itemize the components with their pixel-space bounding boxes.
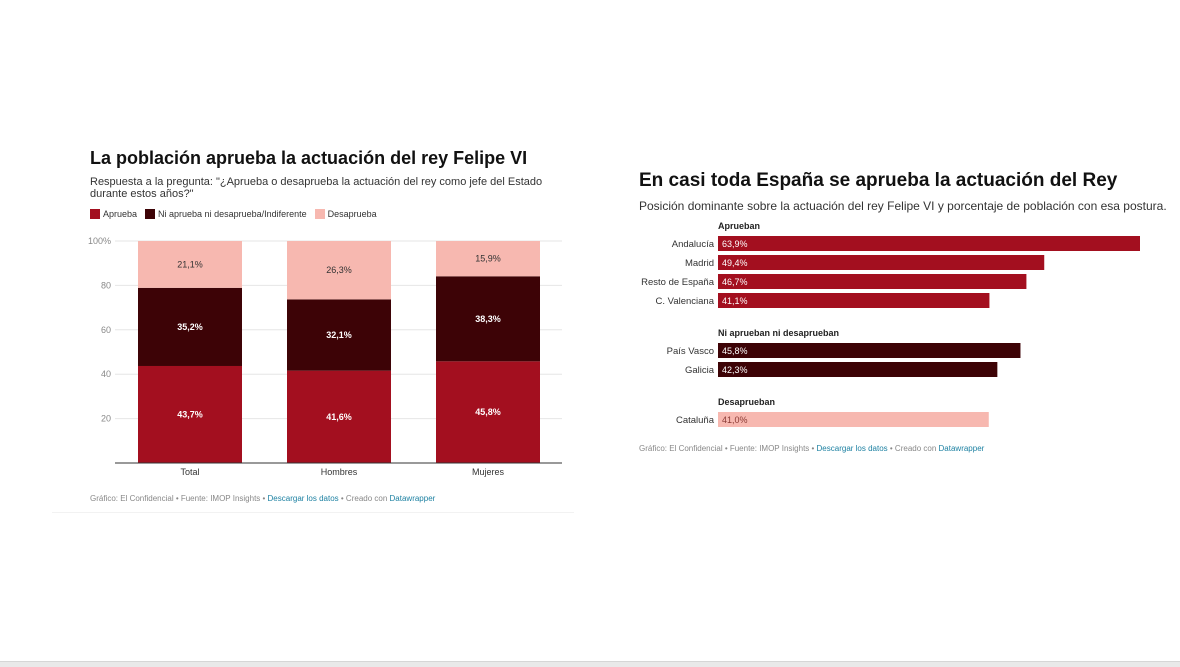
- bar: [718, 362, 998, 377]
- footer-source: Gráfico: El Confidencial • Fuente: IMOP …: [639, 444, 817, 453]
- region-label: Galicia: [685, 365, 715, 376]
- y-tick-label: 100%: [88, 236, 111, 246]
- region-label: Andalucía: [672, 239, 715, 250]
- bar-segment: [287, 370, 391, 463]
- right-chart-title: En casi toda España se aprueba la actuac…: [639, 170, 1118, 191]
- datawrapper-link[interactable]: Datawrapper: [938, 444, 985, 453]
- region-label: Cataluña: [676, 415, 715, 426]
- y-tick-label: 60: [101, 325, 111, 335]
- data-label: 15,9%: [475, 254, 501, 264]
- data-label: 38,3%: [475, 314, 501, 324]
- legend-item-indiferente: Ni aprueba ni desaprueba/Indiferente: [145, 209, 307, 219]
- stacked-bar-chart-panel: La población aprueba la actuación del re…: [52, 140, 574, 513]
- value-label: 41,0%: [722, 415, 748, 425]
- y-tick-label: 40: [101, 369, 111, 379]
- left-chart-subtitle: Respuesta a la pregunta: "¿Aprueba o des…: [90, 176, 543, 200]
- bottom-scroll-strip: [0, 661, 1180, 667]
- bar: [718, 343, 1021, 358]
- x-tick-label: Total: [180, 467, 199, 477]
- data-label: 26,3%: [326, 265, 352, 275]
- value-label: 63,9%: [722, 239, 748, 249]
- value-label: 49,4%: [722, 258, 748, 268]
- value-label: 41,1%: [722, 296, 748, 306]
- legend-label: Aprueba: [103, 209, 138, 219]
- stacked-bar-plot: 20 40 60 80 100% 43,7% 35,2% 21,1% Total 41,6% 32,…: [88, 236, 562, 477]
- data-label: 43,7%: [177, 409, 203, 419]
- legend-swatch-desaprueba: [314, 209, 325, 219]
- region-label: País Vasco: [667, 346, 714, 357]
- bar: [718, 236, 1140, 251]
- bar-segment: [138, 365, 242, 463]
- bar-segment: [138, 241, 242, 288]
- data-label: 45,8%: [475, 407, 501, 417]
- legend-label: Desaprueba: [327, 209, 377, 219]
- legend-item-desaprueba: Desaprueba: [314, 209, 377, 219]
- left-chart-footer: Gráfico: El Confidencial • Fuente: IMOP …: [90, 494, 435, 503]
- data-label: 35,2%: [177, 322, 203, 332]
- bar: [718, 274, 1027, 289]
- horizontal-bar-chart-panel: En casi toda España se aprueba la actuac…: [638, 168, 1167, 468]
- region-label: Resto de España: [641, 277, 715, 288]
- value-label: 45,8%: [722, 346, 748, 356]
- bar-segment: [138, 287, 242, 366]
- footer-created: • Creado con: [887, 444, 939, 453]
- y-tick-label: 20: [101, 414, 111, 424]
- group-header: Desaprueban: [718, 397, 775, 407]
- download-data-link[interactable]: Descargar los datos: [816, 444, 888, 453]
- legend-swatch-aprueba: [90, 209, 100, 219]
- bar-segment: [436, 361, 540, 463]
- data-label: 41,6%: [326, 412, 352, 422]
- value-label: 42,3%: [722, 365, 748, 375]
- right-chart-subtitle: Posición dominante sobre la actuación de…: [639, 199, 1167, 213]
- x-tick-label: Hombres: [321, 467, 358, 477]
- bar-segment: [287, 241, 391, 300]
- footer-source: Gráfico: El Confidencial • Fuente: IMOP …: [90, 494, 268, 503]
- region-label: Madrid: [685, 258, 714, 269]
- bar-segment: [287, 299, 391, 371]
- right-chart-footer: Gráfico: El Confidencial • Fuente: IMOP …: [639, 444, 984, 453]
- download-data-link[interactable]: Descargar los datos: [267, 494, 339, 503]
- footer-created: • Creado con: [338, 494, 390, 503]
- group-header: Ni aprueban ni desaprueban: [718, 328, 839, 338]
- left-chart-title: La población aprueba la actuación del re…: [90, 148, 528, 168]
- bar-segment: [436, 241, 540, 277]
- region-label: C. Valenciana: [656, 296, 715, 307]
- value-label: 46,7%: [722, 277, 748, 287]
- group-header: Aprueban: [718, 221, 760, 231]
- bar: [718, 293, 990, 308]
- y-tick-label: 80: [101, 280, 111, 290]
- bar: [718, 412, 989, 427]
- x-tick-label: Mujeres: [472, 467, 505, 477]
- data-label: 32,1%: [326, 330, 352, 340]
- bar: [718, 255, 1045, 270]
- datawrapper-link[interactable]: Datawrapper: [389, 494, 436, 503]
- legend-label: Ni aprueba ni desaprueba/Indiferente: [158, 209, 307, 219]
- legend-item-aprueba: Aprueba: [90, 209, 137, 219]
- data-label: 21,1%: [177, 259, 203, 269]
- bar-segment: [436, 276, 540, 362]
- chart-legend: Aprueba Ni aprueba ni desaprueba/Indifer…: [90, 209, 377, 219]
- legend-swatch-indiferente: [145, 209, 156, 219]
